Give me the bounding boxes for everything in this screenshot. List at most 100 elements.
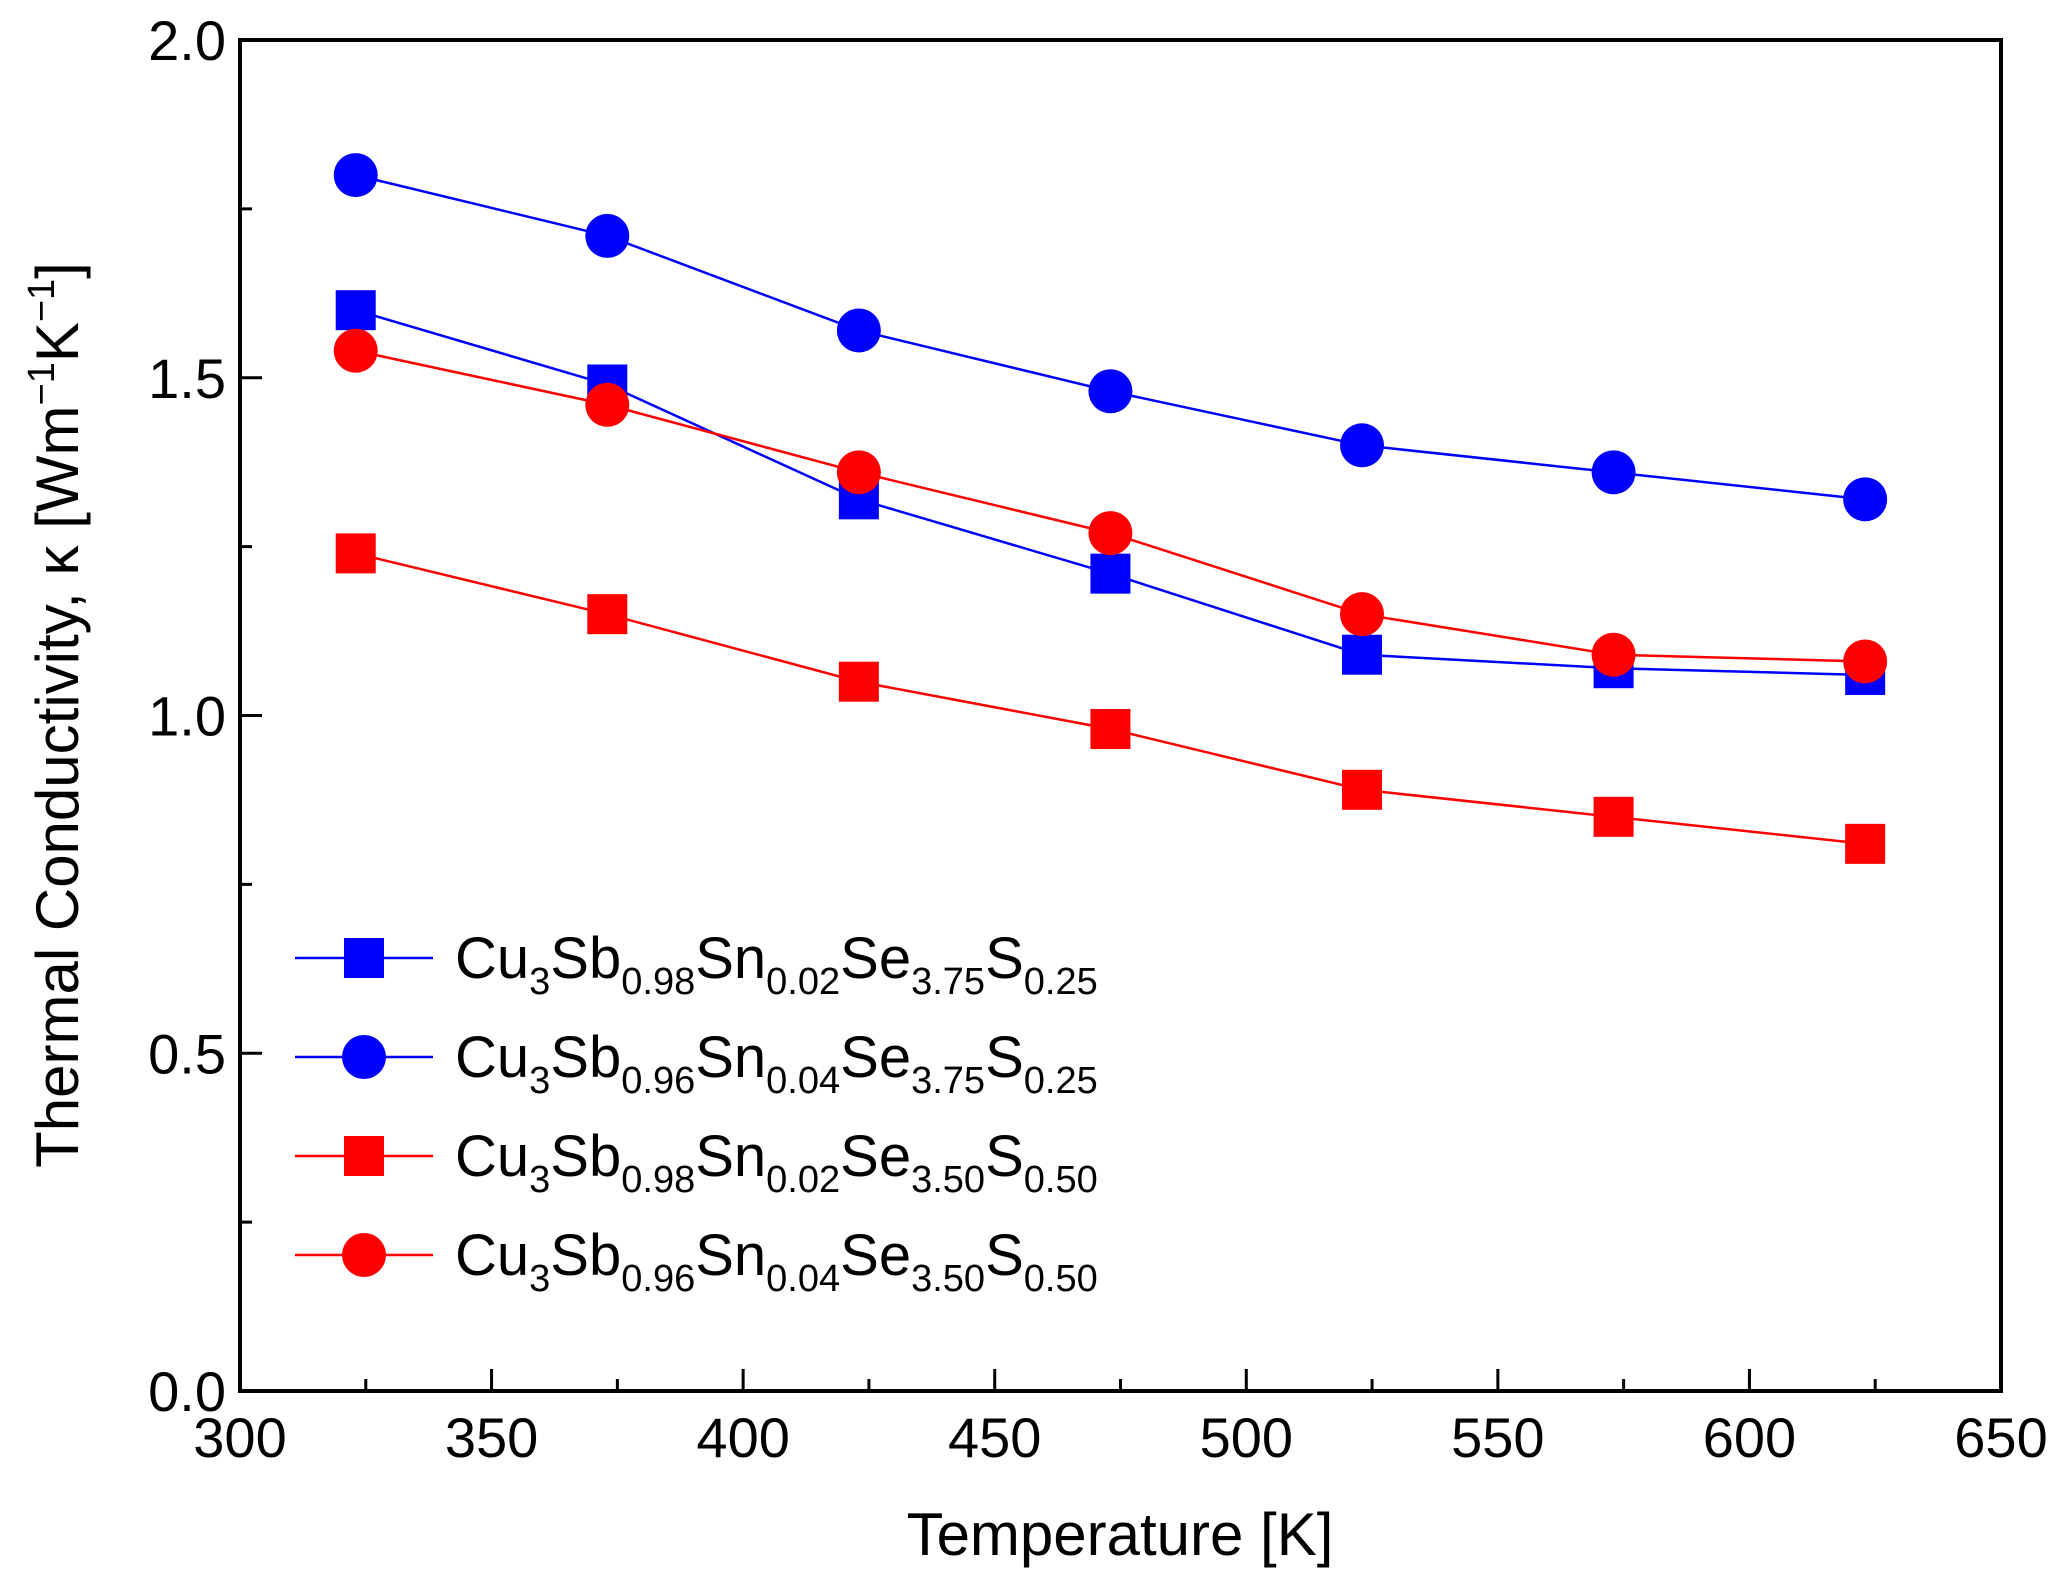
legend-marker-circle — [342, 1233, 386, 1277]
legend-label-subscript: 0.98 — [621, 1159, 695, 1201]
y-axis-title-mid: K — [24, 322, 91, 362]
legend-label-element: Cu — [455, 1025, 529, 1090]
legend-label-subscript: 0.50 — [1024, 1258, 1098, 1300]
legend-label: Cu3Sb0.98Sn0.02Se3.75S0.25 — [455, 926, 1098, 1003]
x-tick-label: 650 — [1954, 1406, 2047, 1469]
legend-label-element: S — [985, 926, 1024, 991]
legend-label-subscript: 0.25 — [1024, 961, 1098, 1003]
data-point-circle — [1591, 450, 1636, 495]
y-tick-label: 0.5 — [148, 1022, 226, 1085]
legend-label-subscript: 0.02 — [766, 961, 840, 1003]
data-point-circle — [585, 382, 630, 427]
legend-label: Cu3Sb0.96Sn0.04Se3.50S0.50 — [455, 1223, 1098, 1300]
data-point-square — [1090, 553, 1131, 594]
legend-label-element: Se — [840, 1124, 911, 1189]
legend-label: Cu3Sb0.98Sn0.02Se3.50S0.50 — [455, 1124, 1098, 1201]
legend-label-subscript: 3 — [529, 1258, 550, 1300]
x-tick-label: 350 — [445, 1406, 538, 1469]
data-point-circle — [1340, 423, 1385, 468]
legend-label-element: Se — [840, 926, 911, 991]
legend-label-element: Sb — [550, 1124, 621, 1189]
x-tick-labels: 300 350 400 450 500 550 600 650 — [193, 1406, 2047, 1469]
legend-marker-circle — [342, 1035, 386, 1079]
y-tick-labels: 0.0 0.5 1.0 1.5 2.0 — [148, 9, 226, 1423]
legend-entry-3: Cu3Sb0.98Sn0.02Se3.50S0.50 — [295, 1124, 1098, 1201]
legend-label-subscript: 3.50 — [911, 1159, 985, 1201]
data-point-square — [587, 594, 628, 635]
legend-label-element: Sb — [550, 1223, 621, 1288]
data-point-circle — [1340, 592, 1385, 637]
x-tick-label: 450 — [948, 1406, 1041, 1469]
legend-label-subscript: 0.04 — [766, 1060, 840, 1102]
legend-label-subscript: 0.98 — [621, 961, 695, 1003]
legend-label-element: Se — [840, 1025, 911, 1090]
legend-label-subscript: 0.96 — [621, 1060, 695, 1102]
legend-label-subscript: 0.96 — [621, 1258, 695, 1300]
legend-label-subscript: 3 — [529, 961, 550, 1003]
series-line — [355, 173, 1866, 501]
x-tick-label: 550 — [1451, 1406, 1544, 1469]
x-tick-label: 400 — [696, 1406, 789, 1469]
legend-entry-2: Cu3Sb0.96Sn0.04Se3.75S0.25 — [295, 1025, 1098, 1102]
legend-label-subscript: 3.50 — [911, 1258, 985, 1300]
legend-label-element: S — [985, 1223, 1024, 1288]
legend: Cu3Sb0.98Sn0.02Se3.75S0.25Cu3Sb0.96Sn0.0… — [295, 926, 1098, 1300]
series-2 — [333, 153, 1888, 522]
data-point-square — [1090, 709, 1131, 750]
legend-label-element: Cu — [455, 926, 529, 991]
legend-label-subscript: 0.25 — [1024, 1060, 1098, 1102]
x-tick-label: 300 — [193, 1406, 286, 1469]
legend-label-element: Cu — [455, 1124, 529, 1189]
data-point-circle — [1088, 369, 1133, 414]
legend-entry-4: Cu3Sb0.96Sn0.04Se3.50S0.50 — [295, 1223, 1098, 1300]
legend-label-subscript: 3.75 — [911, 1060, 985, 1102]
legend-label-element: S — [985, 1025, 1024, 1090]
legend-label-element: Sn — [695, 1223, 766, 1288]
legend-label-subscript: 3 — [529, 1159, 550, 1201]
y-axis-title-end: ] — [24, 262, 91, 279]
legend-label-element: Cu — [455, 1223, 529, 1288]
series-line — [355, 552, 1866, 846]
legend-label-subscript: 0.50 — [1024, 1159, 1098, 1201]
y-axis-title-exp1: −1 — [21, 362, 63, 405]
x-tick-label: 500 — [1200, 1406, 1293, 1469]
data-point-square — [335, 290, 376, 331]
legend-label-element: Sn — [695, 1025, 766, 1090]
legend-label-element: Sb — [550, 1025, 621, 1090]
legend-label-element: S — [985, 1124, 1024, 1189]
legend-marker-square — [344, 938, 384, 978]
x-tick-label: 600 — [1703, 1406, 1796, 1469]
data-point-circle — [585, 213, 630, 258]
data-point-circle — [1843, 639, 1888, 684]
data-point-circle — [333, 153, 378, 198]
plot-area-frame — [238, 38, 2003, 1393]
data-point-circle — [1591, 632, 1636, 677]
legend-label: Cu3Sb0.96Sn0.04Se3.75S0.25 — [455, 1025, 1098, 1102]
data-point-circle — [836, 450, 881, 495]
y-tick-label: 1.0 — [148, 685, 226, 748]
legend-label-element: Sb — [550, 926, 621, 991]
legend-label-subscript: 0.04 — [766, 1258, 840, 1300]
y-tick-label: 0.0 — [148, 1360, 226, 1423]
data-point-circle — [333, 328, 378, 373]
legend-marker-square — [344, 1136, 384, 1176]
data-point-square — [838, 661, 879, 702]
legend-label-element: Sn — [695, 1124, 766, 1189]
series-3 — [335, 533, 1886, 864]
y-tick-label: 2.0 — [148, 9, 226, 72]
data-point-circle — [1843, 477, 1888, 522]
data-series — [333, 153, 1888, 864]
y-axis-title: Thermal Conductivity, κ [Wm−1K−1] — [21, 262, 91, 1168]
legend-label-subscript: 3.75 — [911, 961, 985, 1003]
legend-label-subscript: 3 — [529, 1060, 550, 1102]
data-point-square — [335, 533, 376, 574]
data-point-circle — [1088, 511, 1133, 556]
data-point-square — [1593, 796, 1634, 837]
data-point-square — [1845, 823, 1886, 864]
legend-label-element: Se — [840, 1223, 911, 1288]
data-point-circle — [836, 308, 881, 353]
y-tick-label: 1.5 — [148, 347, 226, 410]
series-line — [355, 309, 1866, 677]
y-axis-title-main: Thermal Conductivity, κ [Wm — [24, 405, 91, 1167]
y-axis-title-exp2: −1 — [21, 279, 63, 322]
